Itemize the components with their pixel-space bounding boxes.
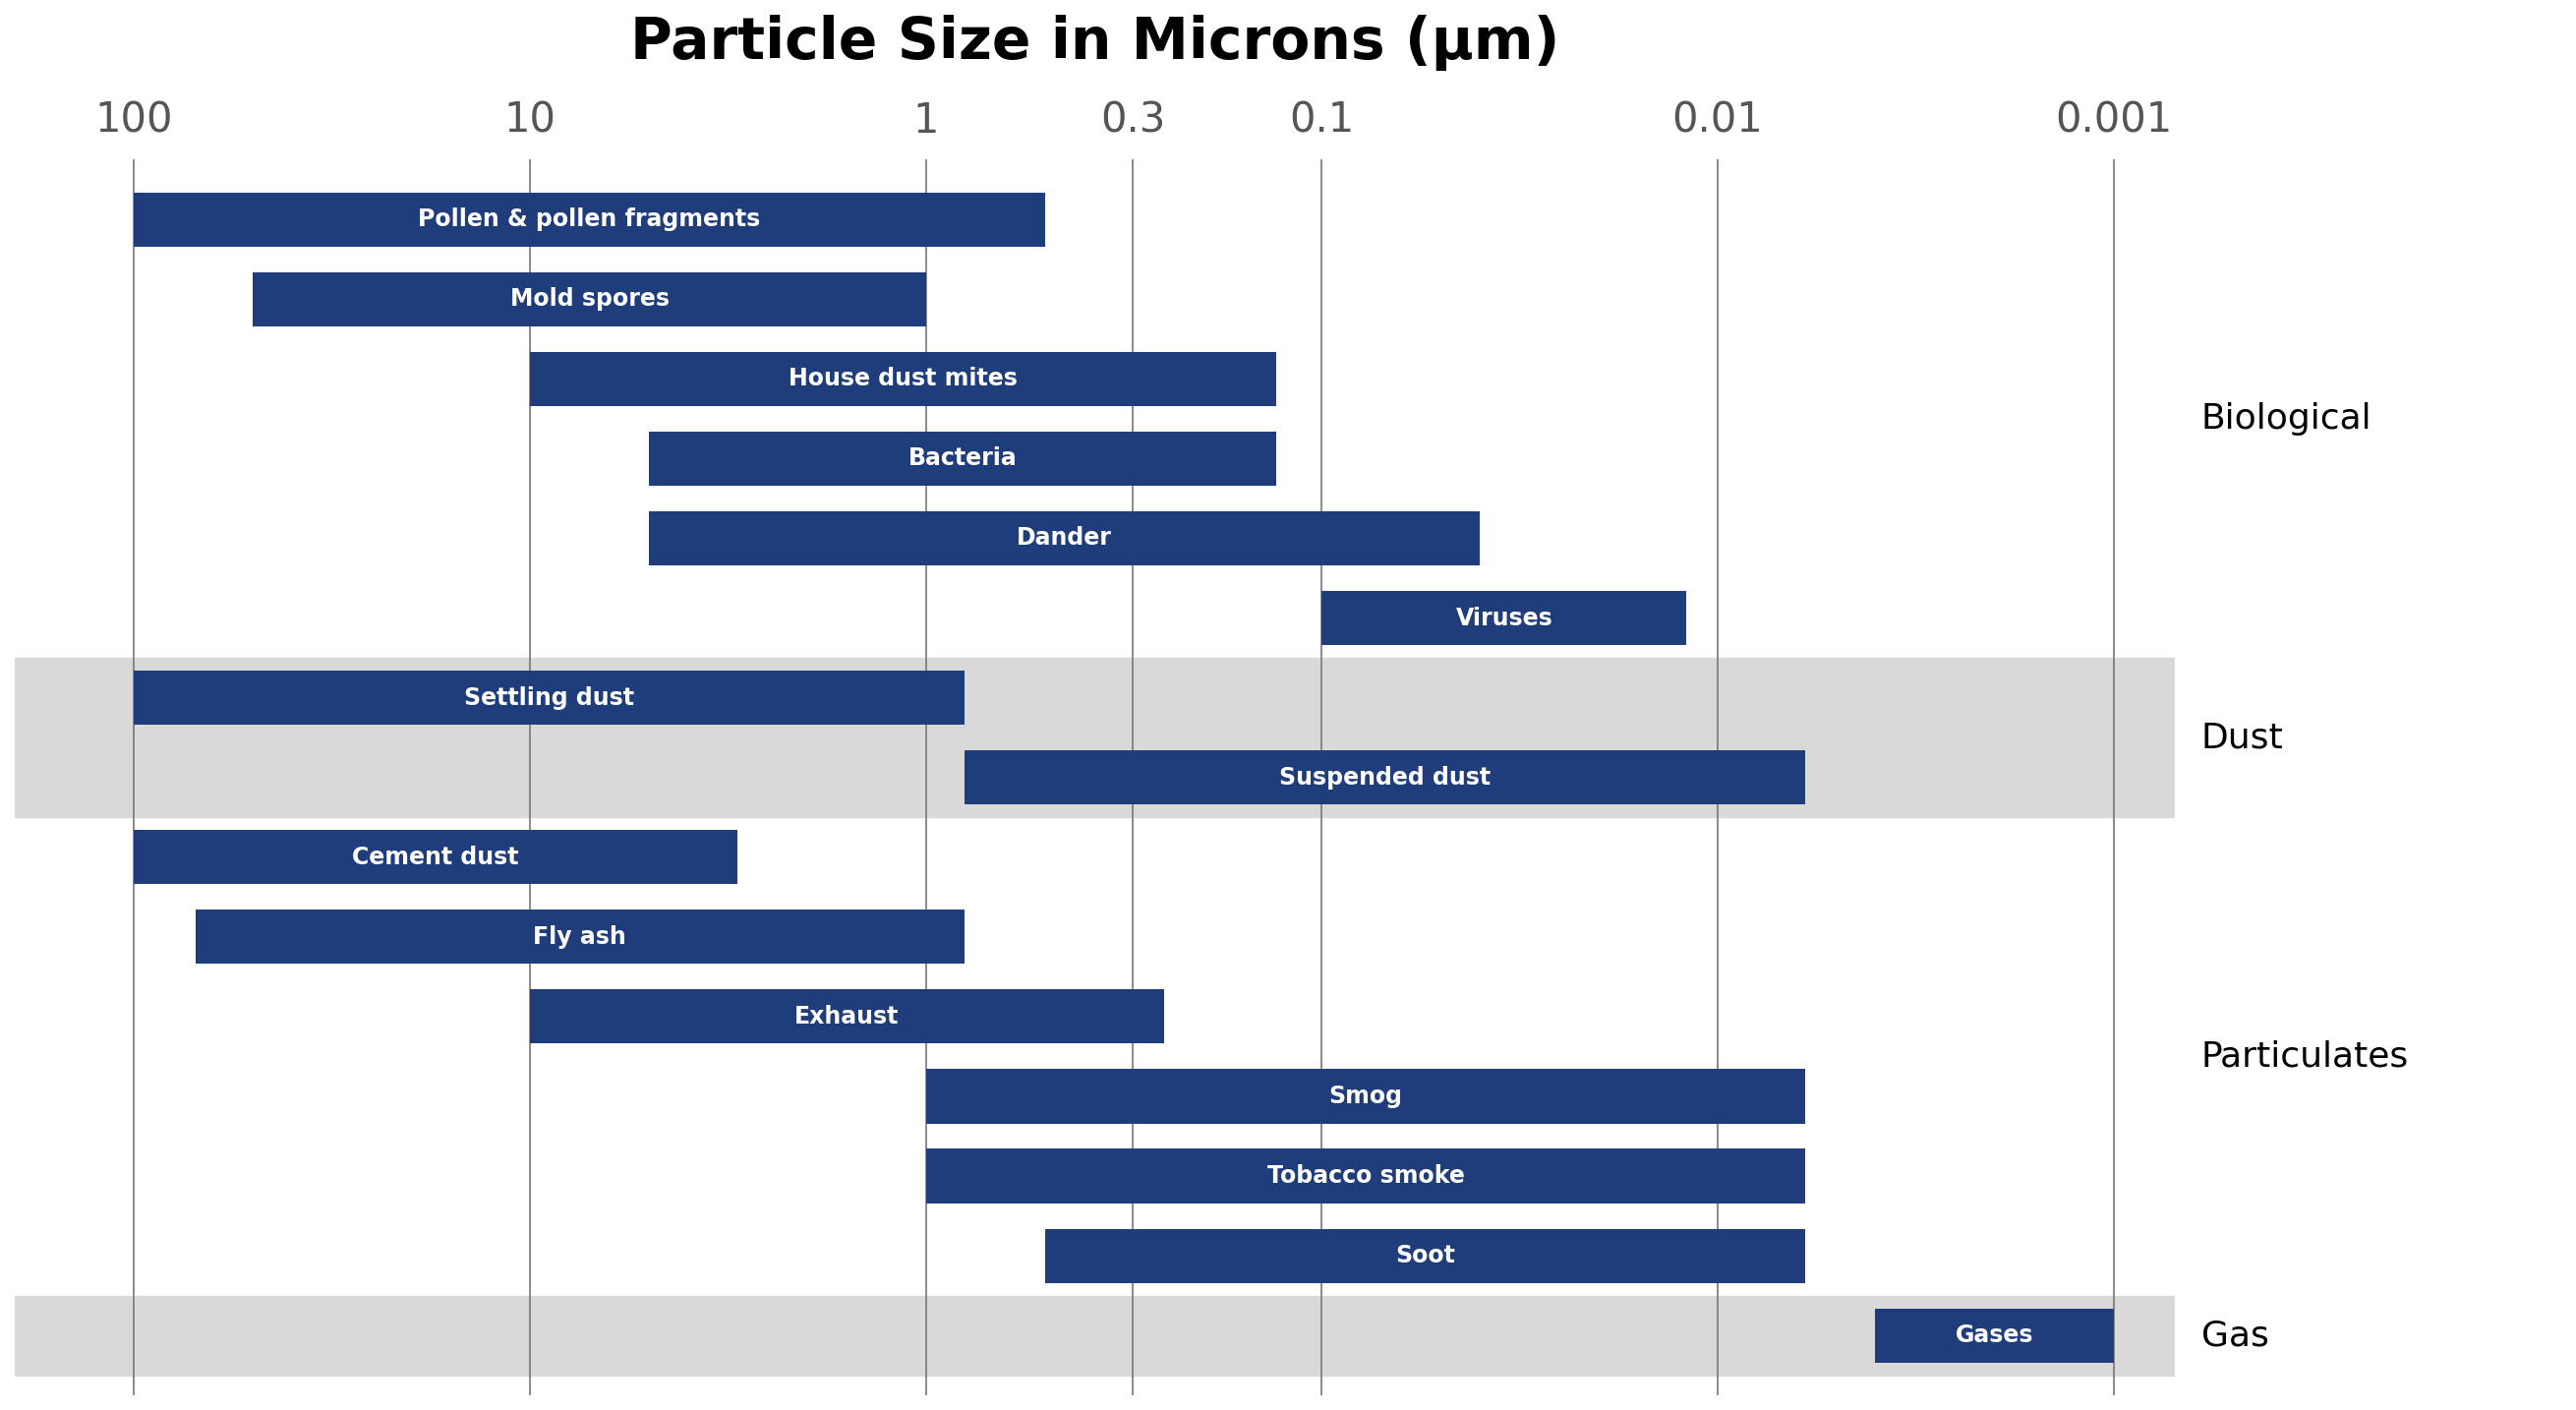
Text: Viruses: Viruses [1455, 606, 1553, 630]
Text: Smog: Smog [1329, 1084, 1401, 1108]
Text: Particulates: Particulates [2200, 1039, 2409, 1073]
Text: Gases: Gases [1955, 1324, 2032, 1348]
Bar [1046, 1228, 1806, 1283]
Text: Fly ash: Fly ash [533, 925, 626, 949]
Text: Soot: Soot [1396, 1244, 1455, 1268]
Bar [196, 909, 963, 964]
Bar [1321, 591, 1687, 646]
Text: Exhaust: Exhaust [796, 1005, 899, 1028]
Text: House dust mites: House dust mites [788, 367, 1018, 391]
Bar [134, 671, 963, 725]
Bar [649, 512, 1479, 565]
Text: Bacteria: Bacteria [909, 447, 1018, 471]
Text: Mold spores: Mold spores [510, 288, 670, 312]
Bar [531, 352, 1278, 406]
Bar [15, 1296, 2174, 1375]
Bar [925, 1149, 1806, 1203]
Bar [15, 658, 2174, 818]
Text: Pollen & pollen fragments: Pollen & pollen fragments [417, 207, 760, 231]
Text: Gas: Gas [2200, 1318, 2269, 1352]
Text: Dander: Dander [1018, 526, 1113, 550]
Bar [963, 750, 1806, 805]
Text: Cement dust: Cement dust [353, 846, 518, 869]
Bar [649, 431, 1278, 485]
Text: Settling dust: Settling dust [464, 685, 634, 709]
Text: Dust: Dust [2200, 721, 2282, 754]
Text: Tobacco smoke: Tobacco smoke [1267, 1165, 1466, 1187]
Bar [252, 272, 925, 326]
Text: Suspended dust: Suspended dust [1280, 766, 1492, 790]
Bar [1875, 1308, 2115, 1362]
Title: Particle Size in Microns (μm): Particle Size in Microns (μm) [631, 14, 1558, 70]
Bar [925, 1069, 1806, 1124]
Text: Biological: Biological [2200, 402, 2372, 436]
Bar [531, 990, 1164, 1043]
Bar [134, 830, 737, 884]
Bar [134, 192, 1046, 247]
